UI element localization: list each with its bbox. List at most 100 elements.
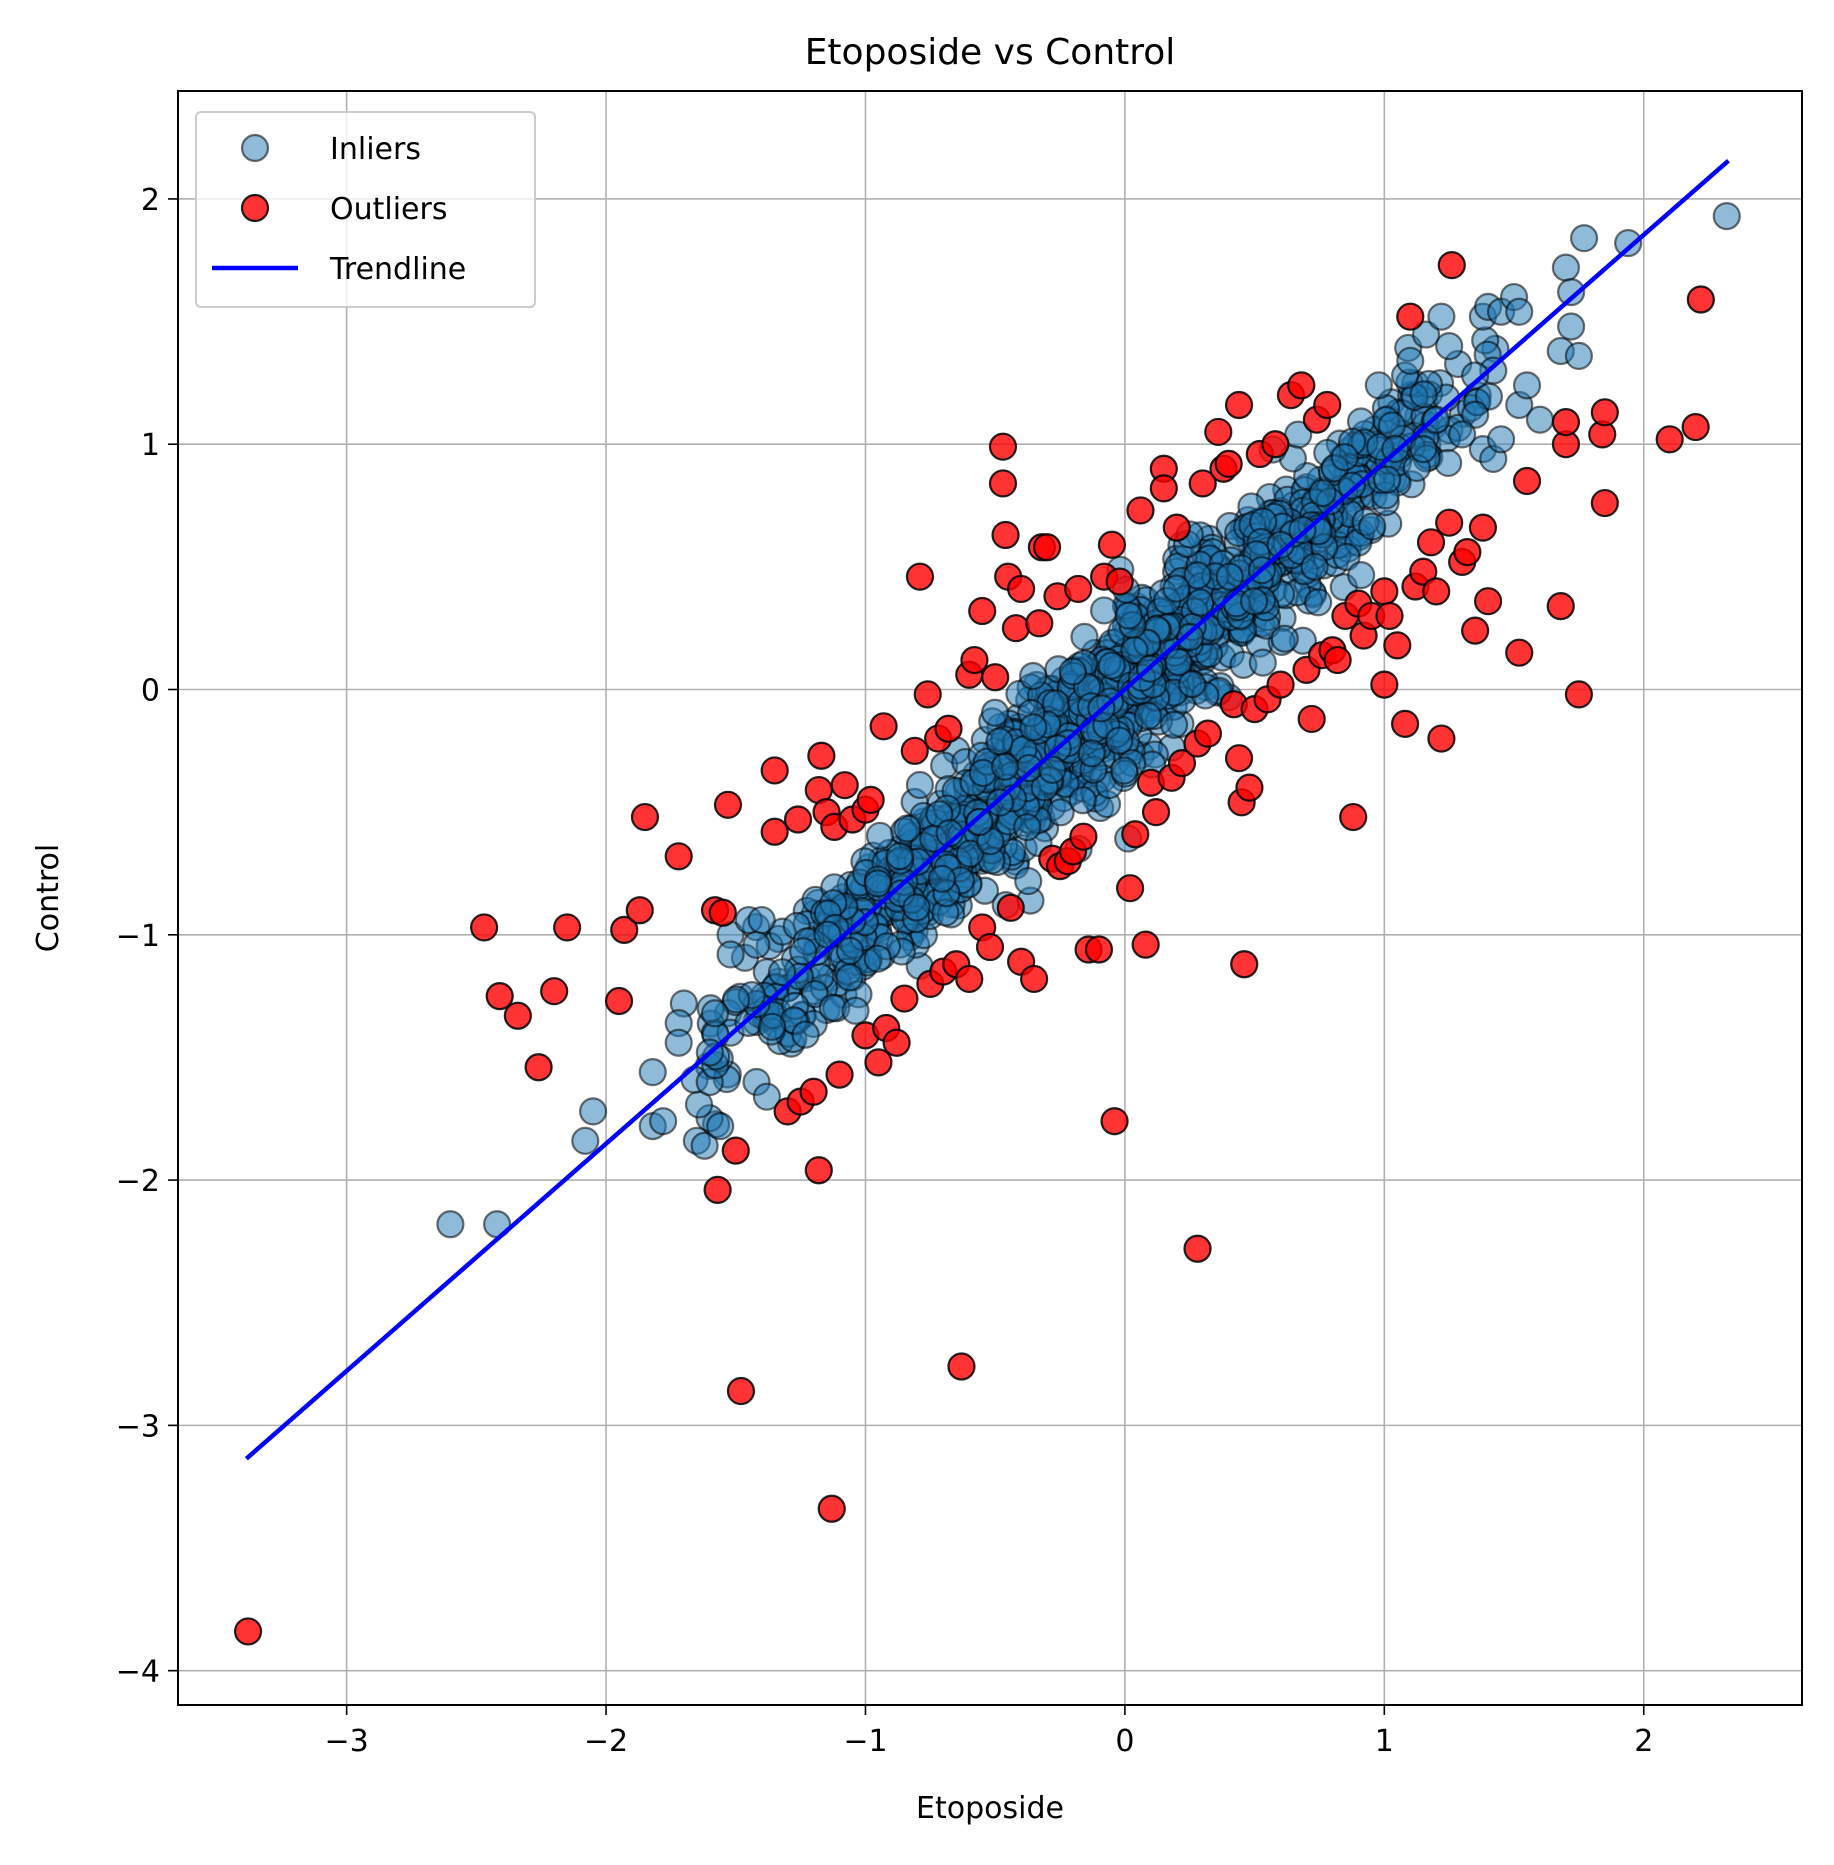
inlier-point [893, 814, 922, 843]
outlier-point [1375, 601, 1404, 631]
outlier-point [1564, 680, 1593, 709]
outlier-point [996, 893, 1025, 922]
outlier-point [869, 712, 898, 741]
outlier-point [1383, 631, 1412, 660]
outlier-point [975, 932, 1005, 962]
outlier-point [1183, 1234, 1212, 1263]
inlier-point [1175, 623, 1205, 652]
outlier-point [1097, 530, 1127, 559]
outlier-point [1188, 469, 1217, 498]
inlier-point [1239, 587, 1269, 616]
x-tick-label: −3 [325, 1724, 369, 1759]
inlier-point [1068, 786, 1097, 815]
inlier-point [1077, 739, 1106, 768]
inlier-point [1409, 380, 1438, 409]
inlier-point [1569, 224, 1599, 253]
inlier-point [1164, 647, 1193, 677]
inlier-point [1525, 405, 1555, 434]
outlier-point [799, 1077, 828, 1106]
outlier-point [1461, 616, 1490, 645]
outlier-point [503, 1001, 532, 1030]
outlier-point [553, 913, 582, 942]
inlier-point [980, 698, 1010, 727]
inlier-point [706, 1112, 735, 1141]
outlier-point [825, 1060, 854, 1089]
outlier-point [1121, 820, 1150, 849]
outlier-point [988, 469, 1018, 498]
outlier-point [1590, 398, 1619, 427]
inlier-point [1097, 651, 1126, 680]
inlier-point [664, 1028, 693, 1057]
inlier-point [990, 752, 1020, 781]
outlier-point [960, 645, 989, 675]
outlier-point [1370, 577, 1399, 606]
outlier-point [1370, 670, 1399, 699]
outlier-point [1064, 574, 1093, 604]
inlier-point [985, 788, 1014, 817]
outlier-point [807, 741, 836, 770]
inlier-point [1377, 411, 1406, 440]
trendline [244, 158, 1730, 1461]
inlier-point [1411, 320, 1441, 349]
outlier-point [1084, 935, 1114, 964]
outlier-point [1115, 874, 1145, 903]
outlier-point [988, 432, 1018, 461]
outlier-point [1032, 533, 1062, 562]
outlier-point [981, 663, 1010, 692]
y-tick-label: −2 [116, 1164, 160, 1199]
outlier-point [1069, 822, 1098, 851]
inlier-point [1373, 465, 1402, 494]
outlier-point [1131, 930, 1160, 959]
inlier-point [1019, 713, 1048, 742]
inlier-point [1018, 661, 1048, 691]
inlier-point [1266, 530, 1295, 559]
inlier-point [1304, 588, 1333, 617]
x-tick-label: −1 [843, 1724, 887, 1759]
outlier-point [540, 977, 569, 1006]
inlier-point [716, 940, 745, 969]
legend-label-outliers: Outliers [330, 192, 447, 227]
outlier-point [760, 756, 789, 785]
inlier-point [965, 807, 994, 836]
outlier-point [830, 771, 859, 800]
outlier-point [524, 1053, 553, 1082]
outlier-point [1105, 567, 1134, 596]
inlier-point [1178, 669, 1207, 699]
x-tick-label: −2 [584, 1724, 628, 1759]
outlier-point [1313, 390, 1342, 420]
outlier-point [708, 898, 737, 927]
inlier-point [1347, 561, 1376, 590]
legend-label-inliers: Inliers [330, 132, 421, 167]
outlier-point [882, 1028, 911, 1057]
outlier-point [1473, 587, 1503, 616]
outlier-point [1686, 285, 1715, 314]
inlier-point [747, 905, 776, 935]
outlier-point [664, 842, 693, 871]
inlier-point [1183, 561, 1212, 590]
inlier-point [791, 1020, 820, 1049]
inlier-point [1486, 425, 1516, 454]
inlier-point [1461, 361, 1490, 390]
y-tick-label: 0 [141, 674, 160, 709]
inlier-point [1070, 622, 1099, 651]
outlier-point [1020, 964, 1049, 994]
outlier-point [1162, 513, 1191, 542]
outlier-point [1416, 528, 1446, 557]
inlier-point [436, 1210, 465, 1239]
x-tick-label: 0 [1115, 1724, 1134, 1759]
outlier-point [804, 1156, 833, 1185]
inlier-point [1330, 443, 1359, 472]
inlier-point [1396, 346, 1425, 375]
outlier-point [1235, 773, 1264, 802]
outlier-point [905, 562, 935, 591]
inlier-point [1014, 866, 1043, 896]
y-tick-label: 2 [141, 183, 160, 218]
legend-marker-outliers [240, 193, 270, 223]
outlier-point [1435, 508, 1464, 537]
outlier-point [913, 680, 942, 709]
outlier-point [1468, 513, 1498, 542]
legend-box [195, 111, 536, 308]
inlier-point [1448, 420, 1477, 449]
outlier-point [1297, 704, 1326, 734]
